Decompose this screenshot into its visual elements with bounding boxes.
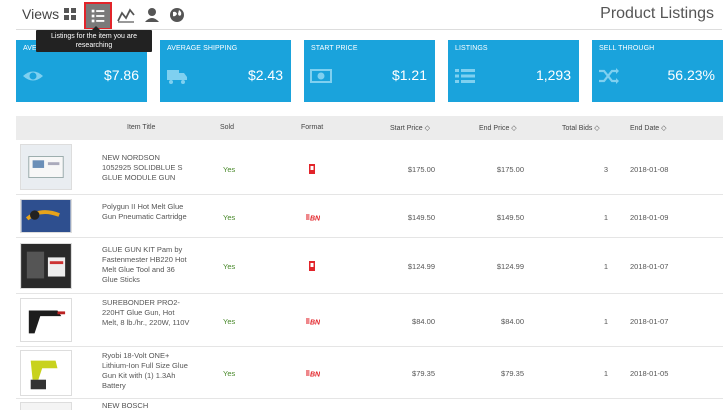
start-price: $175.00 [407, 165, 435, 174]
globe-icon[interactable] [167, 5, 187, 25]
total-bids: 1 [603, 213, 608, 222]
stat-value: $1.21 [391, 67, 427, 83]
tooltip: Listings for the item you are researchin… [36, 26, 152, 52]
item-thumbnail[interactable] [20, 350, 72, 396]
stat-label: LISTINGS [455, 45, 488, 52]
start-price: $84.00 [412, 317, 435, 326]
item-thumbnail[interactable] [20, 402, 72, 410]
header-total-bids-label: Total Bids [562, 125, 593, 132]
total-bids: 3 [603, 165, 608, 174]
end-date: 2018-01-07 [630, 262, 669, 271]
table-row[interactable]: NEW NORDSON 1052925 SOLIDBLUE S GLUE MOD… [16, 140, 723, 195]
item-thumbnail[interactable] [20, 243, 72, 289]
table-header: Item Title Sold Format Start Price ◇ End… [16, 116, 723, 140]
header-format[interactable]: Format [301, 124, 324, 131]
start-price: $124.99 [407, 262, 435, 271]
end-price: $79.35 [501, 369, 524, 378]
list-icon [454, 67, 476, 85]
header-sold[interactable]: Sold [220, 124, 235, 131]
stat-value: $2.43 [247, 67, 283, 83]
end-price: $175.00 [496, 165, 524, 174]
item-thumbnail[interactable] [20, 199, 72, 233]
stat-card-sell-through: SELL THROUGH 56.23% [592, 40, 723, 102]
total-bids: 1 [603, 262, 608, 271]
views-label: Views [22, 6, 60, 22]
buy-it-now-icon: BN [306, 315, 320, 327]
item-title[interactable]: NEW NORDSON 1052925 SOLIDBLUE S GLUE MOD… [102, 153, 183, 182]
item-title[interactable]: Ryobi 18-Volt ONE+ Lithium-Ion Full Size… [102, 351, 188, 390]
header-end-price-label: End Price [479, 125, 510, 132]
sold-value: Yes [223, 213, 236, 222]
sold-value: Yes [223, 317, 236, 326]
shuffle-icon [598, 67, 620, 85]
views-toolbar: Views Product Listings [0, 0, 728, 30]
header-end-date[interactable]: End Date ◇ [630, 125, 667, 132]
page-title: Product Listings [600, 5, 714, 22]
truck-icon [166, 67, 188, 85]
stat-label: SELL THROUGH [599, 45, 655, 52]
grid-icon[interactable] [60, 5, 80, 25]
buy-it-now-icon: BN [306, 211, 320, 223]
header-end-price[interactable]: End Price ◇ [479, 125, 517, 132]
stat-card-start-price: START PRICE $1.21 [304, 40, 435, 102]
item-title[interactable]: GLUE GUN KIT Pam by Fastenmester HB220 H… [102, 245, 187, 284]
end-price: $149.50 [496, 213, 524, 222]
end-price: $124.99 [496, 262, 524, 271]
stat-card-average-shipping: AVERAGE SHIPPING $2.43 [160, 40, 291, 102]
total-bids: 1 [603, 317, 608, 326]
divider [16, 29, 722, 30]
sold-value: Yes [223, 369, 236, 378]
eye-icon [22, 67, 44, 85]
end-price: $84.00 [501, 317, 524, 326]
header-end-date-label: End Date [630, 125, 660, 132]
stat-label: START PRICE [311, 45, 358, 52]
chart-icon[interactable] [116, 5, 136, 25]
buy-it-now-icon: BN [306, 367, 320, 379]
user-icon[interactable] [142, 5, 162, 25]
listings-table: Item Title Sold Format Start Price ◇ End… [16, 116, 723, 410]
start-price: $79.35 [412, 369, 435, 378]
stat-value: 1,293 [535, 67, 571, 83]
total-bids: 1 [603, 369, 608, 378]
item-thumbnail[interactable] [20, 144, 72, 190]
end-date: 2018-01-07 [630, 317, 669, 326]
auction-icon [306, 260, 320, 272]
item-title[interactable]: Polygun II Hot Melt Glue Gun Pneumatic C… [102, 202, 187, 221]
item-title[interactable]: SUREBONDER PRO2-220HT Glue Gun, Hot Melt… [102, 298, 190, 327]
end-date: 2018-01-09 [630, 213, 669, 222]
auction-icon [306, 163, 320, 175]
header-start-price[interactable]: Start Price ◇ [390, 125, 431, 132]
money-icon [310, 67, 332, 85]
table-row[interactable]: Ryobi 18-Volt ONE+ Lithium-Ion Full Size… [16, 347, 723, 399]
table-row[interactable]: SUREBONDER PRO2-220HT Glue Gun, Hot Melt… [16, 294, 723, 347]
table-row[interactable]: GLUE GUN KIT Pam by Fastenmester HB220 H… [16, 238, 723, 294]
header-total-bids[interactable]: Total Bids ◇ [562, 125, 600, 132]
svg-text:BN: BN [310, 320, 320, 327]
stat-value: $7.86 [103, 67, 139, 83]
item-thumbnail[interactable] [20, 298, 72, 342]
table-row[interactable]: Polygun II Hot Melt Glue Gun Pneumatic C… [16, 195, 723, 238]
stat-card-listings: LISTINGS 1,293 [448, 40, 579, 102]
end-date: 2018-01-05 [630, 369, 669, 378]
stat-value: 56.23% [667, 67, 715, 83]
list-icon[interactable] [84, 2, 112, 30]
header-start-price-label: Start Price [390, 125, 423, 132]
header-item-title[interactable]: Item Title [127, 124, 156, 131]
sold-value: Yes [223, 165, 236, 174]
end-date: 2018-01-08 [630, 165, 669, 174]
start-price: $149.50 [407, 213, 435, 222]
svg-text:BN: BN [310, 216, 320, 223]
svg-text:BN: BN [310, 372, 320, 379]
stat-label: AVERAGE SHIPPING [167, 45, 238, 52]
table-row[interactable]: NEW BOSCH [16, 399, 723, 410]
item-title[interactable]: NEW BOSCH [102, 401, 149, 410]
sold-value: Yes [223, 262, 236, 271]
